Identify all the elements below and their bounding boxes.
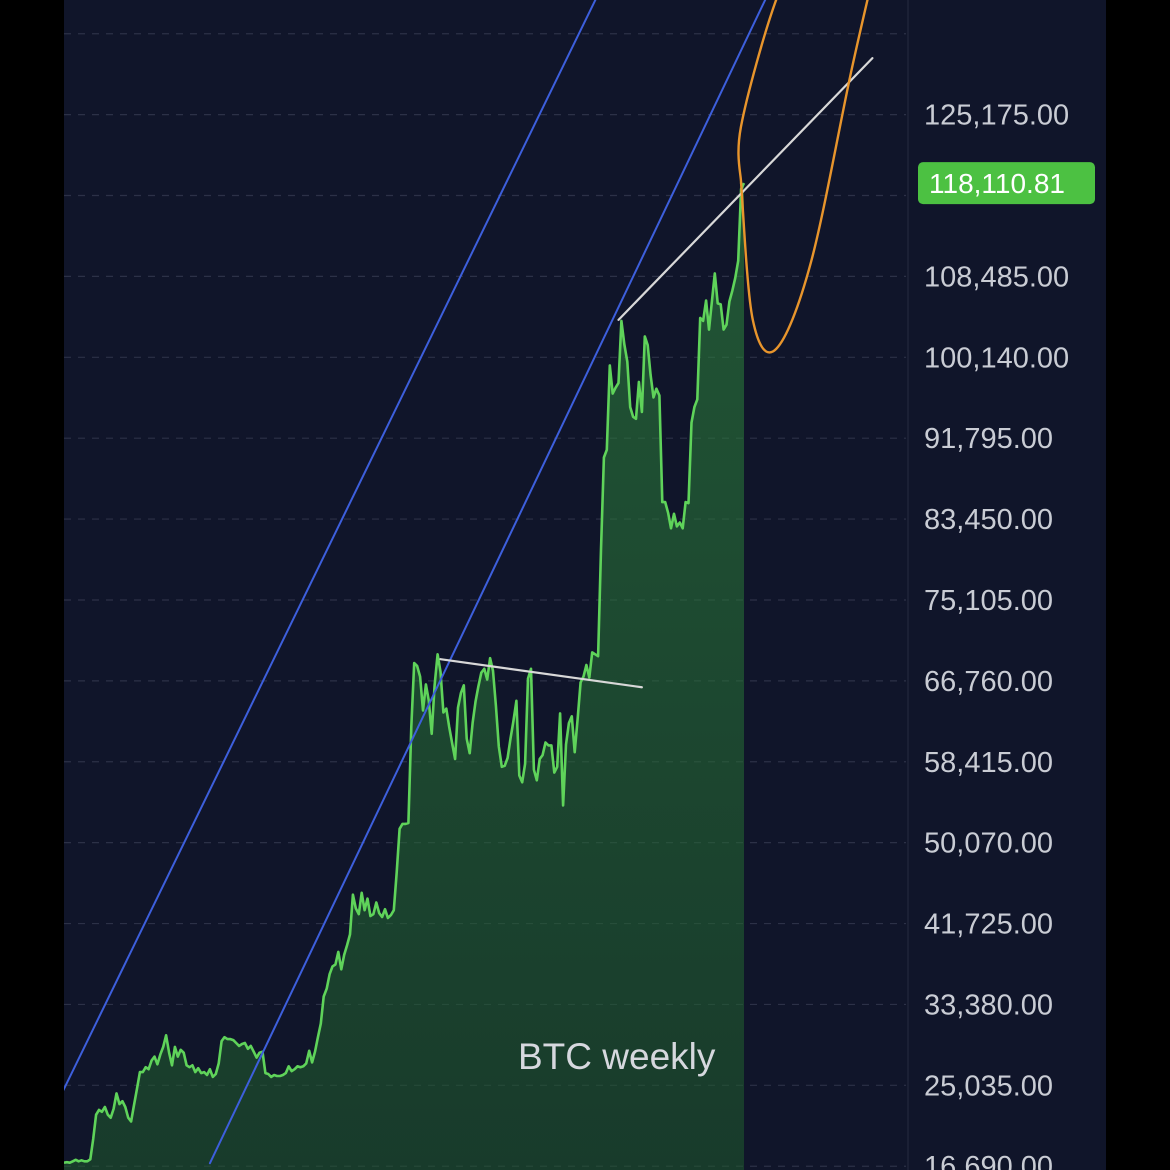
y-tick-label: 25,035.00 <box>924 1070 1053 1102</box>
price-area-layer <box>64 182 746 1170</box>
btc-weekly-chart[interactable]: 16,690.00 25,035.00 33,380.00 41,725.00 50,0… <box>64 0 1106 1170</box>
current-price-label: 118,110.81 <box>929 168 1065 199</box>
y-tick-label: 125,175.00 <box>924 100 1069 132</box>
projection-arrow-2 <box>739 0 869 354</box>
price-area-fill <box>64 183 744 1170</box>
projection-arrow-1 <box>737 0 778 185</box>
y-tick-label: 100,140.00 <box>924 342 1069 374</box>
y-tick-label: 91,795.00 <box>924 423 1053 455</box>
y-tick-label: 41,725.00 <box>924 909 1053 941</box>
current-price-badge <box>918 162 1095 205</box>
price-axis: 16,690.00 25,035.00 33,380.00 41,725.00 50,0… <box>918 100 1095 1170</box>
chart-panel: 16,690.00 25,035.00 33,380.00 41,725.00 50,0… <box>64 0 1106 1170</box>
y-tick-label: 50,070.00 <box>924 828 1053 860</box>
y-tick-label: 66,760.00 <box>924 666 1053 698</box>
drawing-overlays <box>64 0 874 1165</box>
price-line <box>64 182 746 1164</box>
chart-annotation-label: BTC weekly <box>518 1036 716 1077</box>
resistance-line-2 <box>617 57 874 321</box>
y-tick-label: 75,105.00 <box>924 585 1053 617</box>
y-tick-label: 83,450.00 <box>924 504 1053 536</box>
y-tick-label: 16,690.00 <box>924 1151 1053 1170</box>
channel-lower-line <box>208 0 767 1165</box>
y-tick-label: 58,415.00 <box>924 747 1053 779</box>
y-tick-label: 108,485.00 <box>924 261 1069 293</box>
channel-upper-line <box>64 0 597 1092</box>
y-tick-label: 33,380.00 <box>924 989 1053 1021</box>
resistance-line-1 <box>439 658 643 689</box>
